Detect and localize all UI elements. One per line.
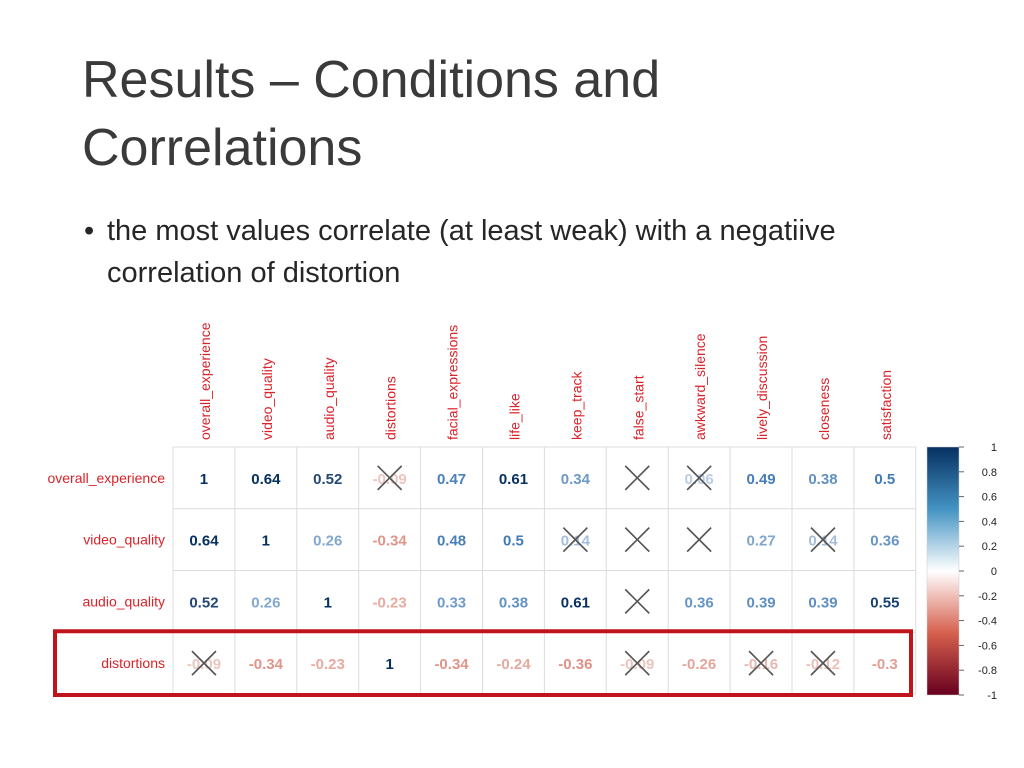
slide-title-line-2: Correlations <box>82 119 363 177</box>
cell-value: 1 <box>324 594 332 611</box>
column-label-closeness: closeness <box>816 378 832 440</box>
row-label-overall_experience: overall_experience <box>47 470 165 486</box>
cell-value: -0.09 <box>373 471 407 488</box>
bullet-point: • the most values correlate (at least we… <box>84 210 964 294</box>
cell-value: 0.55 <box>870 594 899 611</box>
cell-value: 0.14 <box>808 533 838 550</box>
cell-value: 0.33 <box>437 594 466 611</box>
colorbar-tick-label: 1 <box>991 442 997 454</box>
row-label-audio_quality: audio_quality <box>82 593 165 609</box>
correlation-matrix: overall_experience video_quality audio_qua… <box>47 322 997 702</box>
column-label-video_quality: video_quality <box>259 358 275 440</box>
column-label-lively_discussion: lively_discussion <box>754 336 770 440</box>
bullet-text: the most values correlate (at least weak… <box>107 215 836 289</box>
colorbar-tick-label: 0 <box>991 566 997 578</box>
cell-value: 0.64 <box>251 471 281 488</box>
cell-value: -0.09 <box>187 656 221 673</box>
colorbar-tick-label: -0.6 <box>978 640 997 652</box>
cell-value: 0.34 <box>561 471 591 488</box>
cell-value: 0.38 <box>808 471 837 488</box>
cell-value: 0.39 <box>746 594 775 611</box>
cell-value: 0.06 <box>685 471 714 488</box>
column-label-satisfaction: satisfaction <box>878 370 894 440</box>
row-label-video_quality: video_quality <box>83 532 165 548</box>
cross-mark <box>686 465 712 491</box>
column-label-life_like: life_like <box>506 393 522 440</box>
cell-value: 0.26 <box>313 533 342 550</box>
cell-value: 0.52 <box>189 594 218 611</box>
cross-mark <box>377 465 403 491</box>
cell-value: -0.36 <box>558 656 592 673</box>
cell-value: -0.09 <box>620 656 654 673</box>
cross-mark <box>624 650 650 676</box>
cell-value: -0.34 <box>373 533 408 550</box>
cross-mark <box>624 527 650 553</box>
cell-value: -0.23 <box>373 594 407 611</box>
colorbar-tick-label: -1 <box>987 690 997 702</box>
cell-value: -0.3 <box>872 656 898 673</box>
colorbar <box>926 446 960 696</box>
cell-value: 0.49 <box>746 471 775 488</box>
colorbar-tick-label: 0.4 <box>982 516 997 528</box>
cross-mark <box>624 465 650 491</box>
cell-value: -0.12 <box>806 656 840 673</box>
cell-value: 0.38 <box>499 594 528 611</box>
colorbar-tick-label: 0.2 <box>982 541 997 553</box>
cell-value: 0.64 <box>189 533 219 550</box>
cell-value: 0.5 <box>874 471 895 488</box>
colorbar-tick-label: 0.6 <box>982 492 997 504</box>
column-label-audio_quality: audio_quality <box>321 357 337 440</box>
colorbar-tick-label: -0.8 <box>978 665 997 677</box>
colorbar-tick-label: -0.4 <box>978 616 997 628</box>
cell-value: 0.36 <box>685 594 714 611</box>
cell-value: -0.26 <box>682 656 716 673</box>
cross-mark <box>686 527 712 553</box>
row-label-distortions: distortions <box>101 655 165 671</box>
cross-mark <box>810 650 836 676</box>
cell-value: -0.34 <box>249 656 284 673</box>
column-label-facial_expressions: facial_expressions <box>445 325 461 440</box>
cell-value: -0.16 <box>744 656 778 673</box>
cell-value: 1 <box>385 656 393 673</box>
cell-value: -0.24 <box>496 656 531 673</box>
cell-value: 0.61 <box>499 471 528 488</box>
column-label-distortions: distortions <box>383 376 399 440</box>
cell-value: 0.39 <box>808 594 837 611</box>
cell-value: 0.47 <box>437 471 466 488</box>
cell-value: 0.36 <box>870 533 899 550</box>
colorbar-tick-label: -0.2 <box>978 591 997 603</box>
cell-value: -0.23 <box>311 656 345 673</box>
column-label-awkward_silence: awkward_silence <box>692 333 708 440</box>
cell-value: 1 <box>262 533 270 550</box>
cell-value: -0.34 <box>434 656 469 673</box>
cell-value: 0.52 <box>313 471 342 488</box>
cross-mark <box>191 650 217 676</box>
column-label-false_start: false_start <box>630 375 646 440</box>
cell-value: 0.14 <box>561 533 591 550</box>
cell-value: 0.27 <box>746 533 775 550</box>
column-label-keep_track: keep_track <box>568 371 584 440</box>
cross-mark <box>748 650 774 676</box>
distortions-row-highlight <box>53 629 913 697</box>
bullet-symbol: • <box>84 215 95 247</box>
colorbar-tick-label: 0.8 <box>982 467 997 479</box>
cell-value: 0.61 <box>561 594 590 611</box>
cross-mark <box>562 527 588 553</box>
slide-title-line-1: Results – Conditions and <box>82 51 661 109</box>
column-label-overall_experience: overall_experience <box>197 322 213 440</box>
cell-value: 0.5 <box>503 533 524 550</box>
slide-title: Results – Conditions and Correlations <box>82 46 982 182</box>
cross-mark <box>624 588 650 614</box>
cell-value: 1 <box>200 471 208 488</box>
cross-mark <box>810 527 836 553</box>
cell-value: 0.26 <box>251 594 280 611</box>
cell-value: 0.48 <box>437 533 466 550</box>
